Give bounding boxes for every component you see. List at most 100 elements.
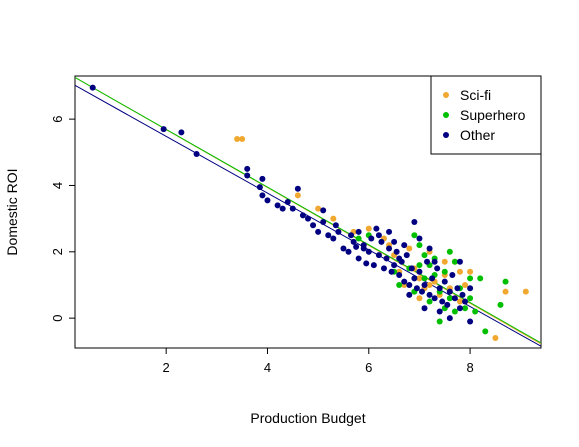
point-other [333, 222, 339, 228]
point-sci-fi [457, 269, 463, 275]
point-sci-fi [330, 216, 336, 222]
point-other [467, 318, 473, 324]
point-other [429, 275, 435, 281]
x-axis: 2 4 6 8 [163, 348, 474, 375]
point-other [389, 269, 395, 275]
legend-marker-other [443, 132, 449, 138]
point-other [427, 245, 433, 251]
point-other [416, 236, 422, 242]
point-other [434, 265, 440, 271]
point-other [384, 255, 390, 261]
point-other [396, 272, 402, 278]
point-superhero [467, 275, 473, 281]
point-other [330, 236, 336, 242]
point-other [259, 192, 265, 198]
point-superhero [442, 269, 448, 275]
point-other [295, 186, 301, 192]
point-sci-fi [239, 136, 245, 142]
point-other [394, 249, 400, 255]
point-other [290, 206, 296, 212]
x-axis-label: Production Budget [250, 410, 365, 426]
point-other [409, 265, 415, 271]
point-other [401, 279, 407, 285]
point-other [454, 285, 460, 291]
point-superhero [411, 232, 417, 238]
point-other [376, 252, 382, 258]
point-other [368, 236, 374, 242]
point-other [90, 85, 96, 91]
point-other [257, 184, 263, 190]
point-sci-fi [295, 192, 301, 198]
point-other [449, 272, 455, 278]
point-other [411, 219, 417, 225]
point-superhero [416, 242, 422, 248]
point-superhero [356, 236, 362, 242]
point-other [457, 259, 463, 265]
point-other [178, 129, 184, 135]
point-superhero [497, 302, 503, 308]
point-other [419, 289, 425, 295]
point-other [244, 173, 250, 179]
point-other [422, 282, 428, 288]
point-other [414, 285, 420, 291]
point-superhero [467, 295, 473, 301]
point-other [432, 259, 438, 265]
point-other [437, 285, 443, 291]
point-other [386, 229, 392, 235]
point-other [391, 262, 397, 268]
point-other [320, 219, 326, 225]
point-other [391, 239, 397, 245]
point-superhero [472, 309, 478, 315]
point-other [447, 289, 453, 295]
point-other [424, 259, 430, 265]
y-tick-label: 2 [50, 248, 65, 255]
point-other [432, 295, 438, 301]
point-superhero [396, 282, 402, 288]
legend-marker-superhero [443, 112, 449, 118]
point-superhero [503, 279, 509, 285]
point-other [416, 269, 422, 275]
point-superhero [416, 262, 422, 268]
y-axis: 0 2 4 6 [50, 116, 75, 322]
point-other [467, 285, 473, 291]
point-sci-fi [462, 282, 468, 288]
point-sci-fi [523, 289, 529, 295]
point-other [439, 299, 445, 305]
point-other [363, 260, 369, 266]
point-other [401, 242, 407, 248]
x-tick-label: 4 [264, 360, 271, 375]
legend-label-other: Other [460, 127, 495, 143]
point-other [404, 252, 410, 258]
point-other [300, 212, 306, 218]
y-tick-label: 6 [50, 116, 65, 123]
point-other [406, 292, 412, 298]
point-other [346, 249, 352, 255]
point-other [315, 229, 321, 235]
point-superhero [477, 275, 483, 281]
point-other [340, 245, 346, 251]
point-other [422, 305, 428, 311]
point-other [356, 229, 362, 235]
point-other [406, 282, 412, 288]
y-tick-label: 4 [50, 182, 65, 189]
point-other [462, 299, 468, 305]
point-superhero [437, 318, 443, 324]
point-other [373, 226, 379, 232]
point-other [320, 207, 326, 213]
point-sci-fi [442, 259, 448, 265]
point-other [381, 265, 387, 271]
point-other [348, 232, 354, 238]
point-other [285, 199, 291, 205]
point-other [353, 244, 359, 250]
point-other [244, 166, 250, 172]
point-other [396, 255, 402, 261]
point-other [264, 197, 270, 203]
legend-label-sci-fi: Sci-fi [460, 87, 491, 103]
point-other [335, 229, 341, 235]
point-sci-fi [492, 335, 498, 341]
point-other [386, 245, 392, 251]
legend: Sci-fi Superhero Other [431, 76, 541, 154]
point-other [275, 202, 281, 208]
point-superhero [422, 275, 428, 281]
